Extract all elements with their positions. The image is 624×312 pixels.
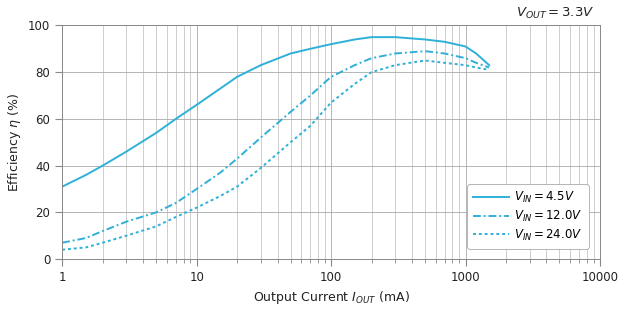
$V_{IN}=24.0V$ xyxy=(193,206,200,210)
$V_{IN}=24.0V$ xyxy=(172,215,180,219)
$V_{IN}=4.5V$ xyxy=(217,87,224,90)
$V_{IN}=4.5V$ xyxy=(233,75,241,79)
$V_{IN}=24.0V$ xyxy=(485,68,493,72)
$V_{IN}=12.0V$ xyxy=(421,49,429,53)
Y-axis label: Efficiency $\eta$ (%): Efficiency $\eta$ (%) xyxy=(6,93,22,192)
$V_{IN}=12.0V$ xyxy=(441,51,449,55)
$V_{IN}=4.5V$ xyxy=(152,131,160,135)
Line: $V_{IN}=24.0V$: $V_{IN}=24.0V$ xyxy=(62,61,489,250)
$V_{IN}=4.5V$ xyxy=(82,173,90,177)
$V_{IN}=24.0V$ xyxy=(59,248,66,251)
$V_{IN}=12.0V$ xyxy=(328,75,335,79)
$V_{IN}=24.0V$ xyxy=(122,234,130,238)
$V_{IN}=12.0V$ xyxy=(462,56,469,60)
$V_{IN}=12.0V$ xyxy=(306,94,314,97)
$V_{IN}=4.5V$ xyxy=(257,63,265,67)
$V_{IN}=4.5V$ xyxy=(391,35,399,39)
$V_{IN}=24.0V$ xyxy=(233,185,241,188)
$V_{IN}=4.5V$ xyxy=(328,42,335,46)
$V_{IN}=4.5V$ xyxy=(59,185,66,188)
Text: $V_{OUT}=3.3V$: $V_{OUT}=3.3V$ xyxy=(517,6,595,21)
$V_{IN}=24.0V$ xyxy=(257,166,265,170)
$V_{IN}=4.5V$ xyxy=(351,38,358,41)
$V_{IN}=4.5V$ xyxy=(368,35,375,39)
X-axis label: Output Current $I_{OUT}$ (mA): Output Current $I_{OUT}$ (mA) xyxy=(253,290,409,306)
$V_{IN}=24.0V$ xyxy=(152,225,160,228)
$V_{IN}=12.0V$ xyxy=(257,136,265,139)
$V_{IN}=12.0V$ xyxy=(368,56,375,60)
$V_{IN}=4.5V$ xyxy=(193,103,200,107)
$V_{IN}=24.0V$ xyxy=(391,63,399,67)
$V_{IN}=24.0V$ xyxy=(472,66,480,69)
$V_{IN}=12.0V$ xyxy=(59,241,66,245)
$V_{IN}=12.0V$ xyxy=(485,66,493,69)
Line: $V_{IN}=12.0V$: $V_{IN}=12.0V$ xyxy=(62,51,489,243)
Line: $V_{IN}=4.5V$: $V_{IN}=4.5V$ xyxy=(62,37,489,187)
$V_{IN}=24.0V$ xyxy=(421,59,429,62)
$V_{IN}=12.0V$ xyxy=(152,211,160,214)
$V_{IN}=12.0V$ xyxy=(193,187,200,191)
$V_{IN}=4.5V$ xyxy=(441,40,449,44)
$V_{IN}=4.5V$ xyxy=(472,51,480,55)
$V_{IN}=4.5V$ xyxy=(421,38,429,41)
$V_{IN}=24.0V$ xyxy=(441,61,449,65)
$V_{IN}=24.0V$ xyxy=(306,124,314,128)
$V_{IN}=12.0V$ xyxy=(233,157,241,160)
$V_{IN}=24.0V$ xyxy=(99,241,106,245)
$V_{IN}=12.0V$ xyxy=(472,61,480,65)
$V_{IN}=12.0V$ xyxy=(391,51,399,55)
$V_{IN}=24.0V$ xyxy=(287,140,295,144)
$V_{IN}=24.0V$ xyxy=(368,70,375,74)
$V_{IN}=4.5V$ xyxy=(287,51,295,55)
$V_{IN}=24.0V$ xyxy=(82,246,90,249)
$V_{IN}=12.0V$ xyxy=(122,220,130,224)
$V_{IN}=12.0V$ xyxy=(217,171,224,174)
$V_{IN}=12.0V$ xyxy=(172,201,180,205)
$V_{IN}=4.5V$ xyxy=(306,47,314,51)
$V_{IN}=4.5V$ xyxy=(172,117,180,121)
$V_{IN}=12.0V$ xyxy=(82,236,90,240)
$V_{IN}=4.5V$ xyxy=(99,164,106,168)
Legend: $V_{IN}=4.5V$, $V_{IN}=12.0V$, $V_{IN}=24.0V$: $V_{IN}=4.5V$, $V_{IN}=12.0V$, $V_{IN}=2… xyxy=(467,184,588,249)
$V_{IN}=12.0V$ xyxy=(351,63,358,67)
$V_{IN}=24.0V$ xyxy=(217,194,224,198)
$V_{IN}=4.5V$ xyxy=(485,63,493,67)
$V_{IN}=4.5V$ xyxy=(462,45,469,48)
$V_{IN}=24.0V$ xyxy=(328,101,335,105)
$V_{IN}=12.0V$ xyxy=(99,229,106,233)
$V_{IN}=24.0V$ xyxy=(351,82,358,86)
$V_{IN}=4.5V$ xyxy=(122,150,130,154)
$V_{IN}=24.0V$ xyxy=(462,63,469,67)
$V_{IN}=12.0V$ xyxy=(287,110,295,114)
